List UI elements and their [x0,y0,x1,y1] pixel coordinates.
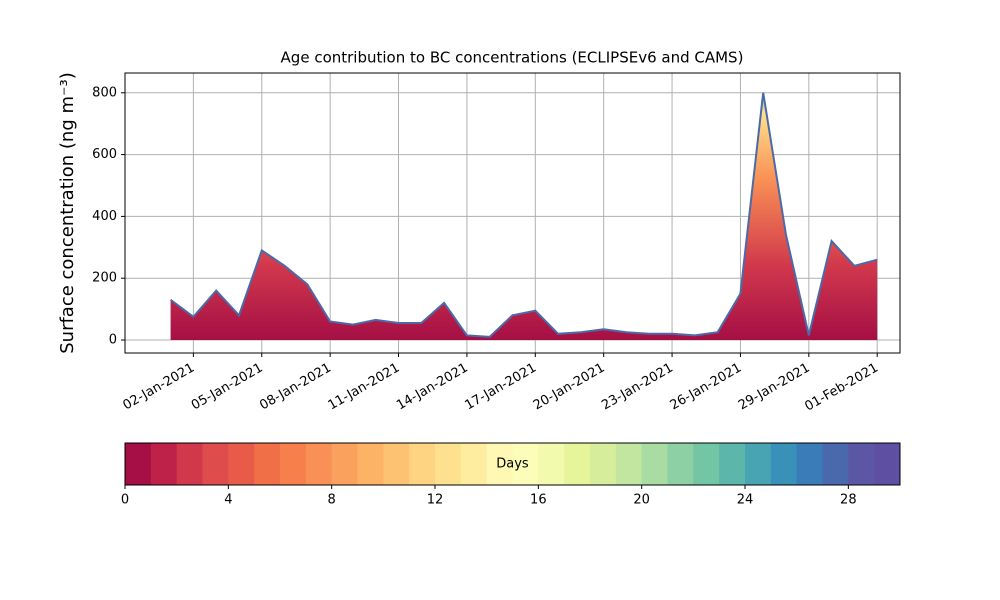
colorbar-swatch [770,443,798,485]
x-tick-label: 05-Jan-2021 [189,361,266,414]
colorbar-swatch [745,443,772,485]
colorbar-swatch [538,443,565,485]
y-tick-label: 200 [92,271,117,286]
x-tick-label: 11-Jan-2021 [326,361,403,414]
x-tick-label: 01-Feb-2021 [802,361,881,415]
colorbar-swatch [796,443,823,485]
y-tick-label: 600 [92,147,117,162]
colorbar-tick-label: 0 [121,493,129,508]
colorbar-swatch [254,443,281,485]
colorbar-swatch [460,443,488,485]
area [170,92,878,341]
colorbar-tick-label: 16 [530,493,547,508]
colorbar-swatch [305,443,333,485]
x-tick-label: 29-Jan-2021 [736,361,813,414]
colorbar-tick-label: 20 [633,493,650,508]
colorbar-swatch [848,443,875,485]
colorbar-swatch [150,443,178,485]
colorbar-tick-label: 8 [328,493,336,508]
x-tick-label: 17-Jan-2021 [462,361,539,414]
plot-frame [124,72,901,354]
colorbar-swatch [228,443,255,485]
colorbar-swatch [125,443,152,485]
x-tick-label: 20-Jan-2021 [531,361,608,414]
colorbar-swatch [435,443,462,485]
y-axis-label: Surface concentration (ng m⁻³) [57,72,78,354]
colorbar-swatch [486,443,513,485]
y-tick-label: 400 [92,209,117,224]
colorbar-label: Days [496,457,529,472]
colorbar-swatch [202,443,229,485]
x-tick-label: 26-Jan-2021 [668,361,745,414]
colorbar-swatch [719,443,746,485]
colorbar-swatch [176,443,203,485]
colorbar-swatch [822,443,849,485]
colorbar-frame [124,442,901,486]
x-tick-label: 14-Jan-2021 [394,361,471,414]
colorbar-swatch [409,443,436,485]
colorbar-swatch [615,443,643,485]
colorbar-swatch [280,443,307,485]
colorbar-swatch [693,443,720,485]
x-tick-label: 08-Jan-2021 [257,361,334,414]
line [170,92,878,338]
colorbar-swatch [512,443,539,485]
colorbar-swatch [357,443,384,485]
colorbar-swatch [874,443,901,485]
x-tick-label: 23-Jan-2021 [599,361,676,414]
colorbar-tick-label: 4 [224,493,232,508]
colorbar-tick-label: 12 [427,493,444,508]
colorbar-tick-label: 24 [737,493,754,508]
colorbar-swatch [641,443,668,485]
colorbar-tick-label: 28 [840,493,857,508]
colorbar-swatch [331,443,358,485]
colorbar-swatch [590,443,617,485]
colorbar-swatch [667,443,694,485]
x-tick-label: 02-Jan-2021 [121,361,198,414]
colorbar-swatch [564,443,591,485]
y-tick-label: 0 [109,333,117,348]
colorbar-swatch [383,443,410,485]
chart-title: Age contribution to BC concentrations (E… [281,49,744,67]
y-tick-label: 800 [92,85,117,100]
